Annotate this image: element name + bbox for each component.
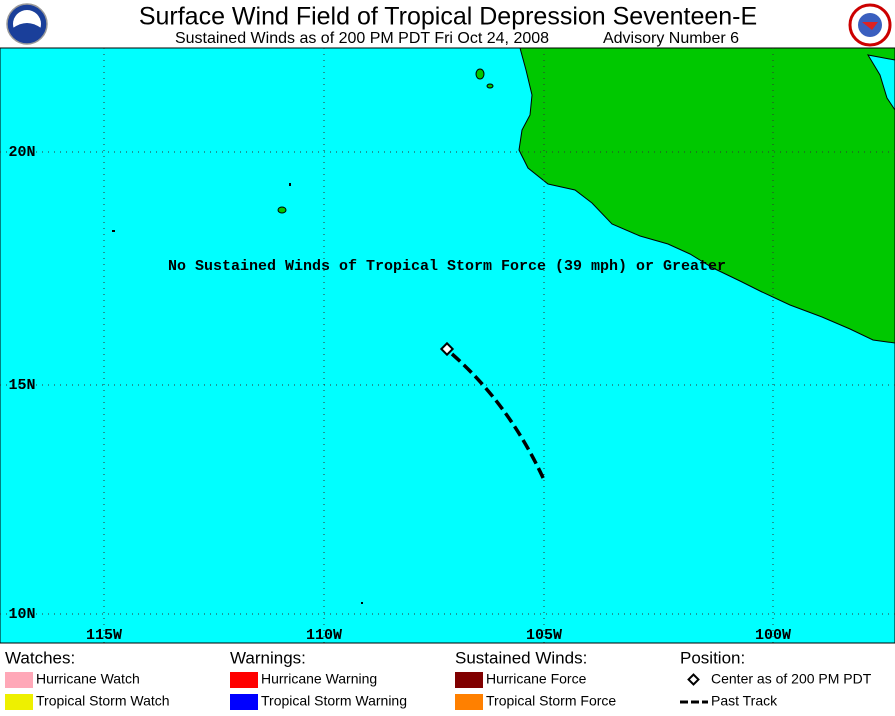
island (475, 68, 485, 80)
lat-label: 15N (8, 377, 35, 394)
past-track (450, 352, 547, 483)
map: No Sustained Winds of Tropical Storm For… (0, 47, 895, 644)
lon-label: 110W (306, 627, 342, 644)
nws-logo (848, 3, 892, 47)
legend-swatch (230, 694, 258, 710)
legend-item: Center as of 200 PM PDT (711, 671, 872, 687)
legend-heading: Warnings: (230, 648, 306, 667)
island (277, 206, 287, 214)
legend-diamond (687, 673, 700, 686)
lon-label: 115W (86, 627, 122, 644)
lon-label: 105W (526, 627, 562, 644)
subtitle: Sustained Winds as of 200 PM PDT Fri Oct… (175, 30, 549, 47)
annotation: No Sustained Winds of Tropical Storm For… (168, 258, 726, 275)
legend-item: Past Track (711, 693, 778, 709)
noaa-logo (6, 3, 48, 45)
lat-label: 10N (8, 606, 35, 623)
island (361, 602, 363, 604)
legend-swatch (455, 694, 483, 710)
advisory: Advisory Number 6 (603, 30, 739, 47)
island (112, 230, 115, 232)
legend-heading: Watches: (5, 648, 75, 667)
legend-swatch (230, 672, 258, 688)
legend-swatch (5, 694, 33, 710)
title: Surface Wind Field of Tropical Depressio… (139, 3, 757, 31)
island (289, 183, 291, 186)
legend-item: Tropical Storm Watch (36, 693, 170, 709)
legend-item: Hurricane Warning (261, 671, 377, 687)
legend-item: Tropical Storm Warning (261, 693, 407, 709)
island (486, 83, 494, 89)
legend-item: Hurricane Force (486, 671, 587, 687)
legend-heading: Position: (680, 648, 745, 667)
legend-heading: Sustained Winds: (455, 648, 587, 667)
center-marker (439, 341, 455, 357)
bay (867, 54, 895, 111)
legend-item: Tropical Storm Force (486, 693, 616, 709)
land (518, 47, 895, 344)
legend: Watches: Hurricane Watch Tropical Storm Wa… (5, 648, 872, 710)
legend-swatch (455, 672, 483, 688)
legend-swatch (5, 672, 33, 688)
legend-item: Hurricane Watch (36, 671, 140, 687)
header-bg (0, 0, 895, 48)
lon-label: 100W (755, 627, 791, 644)
lat-label: 20N (8, 144, 35, 161)
